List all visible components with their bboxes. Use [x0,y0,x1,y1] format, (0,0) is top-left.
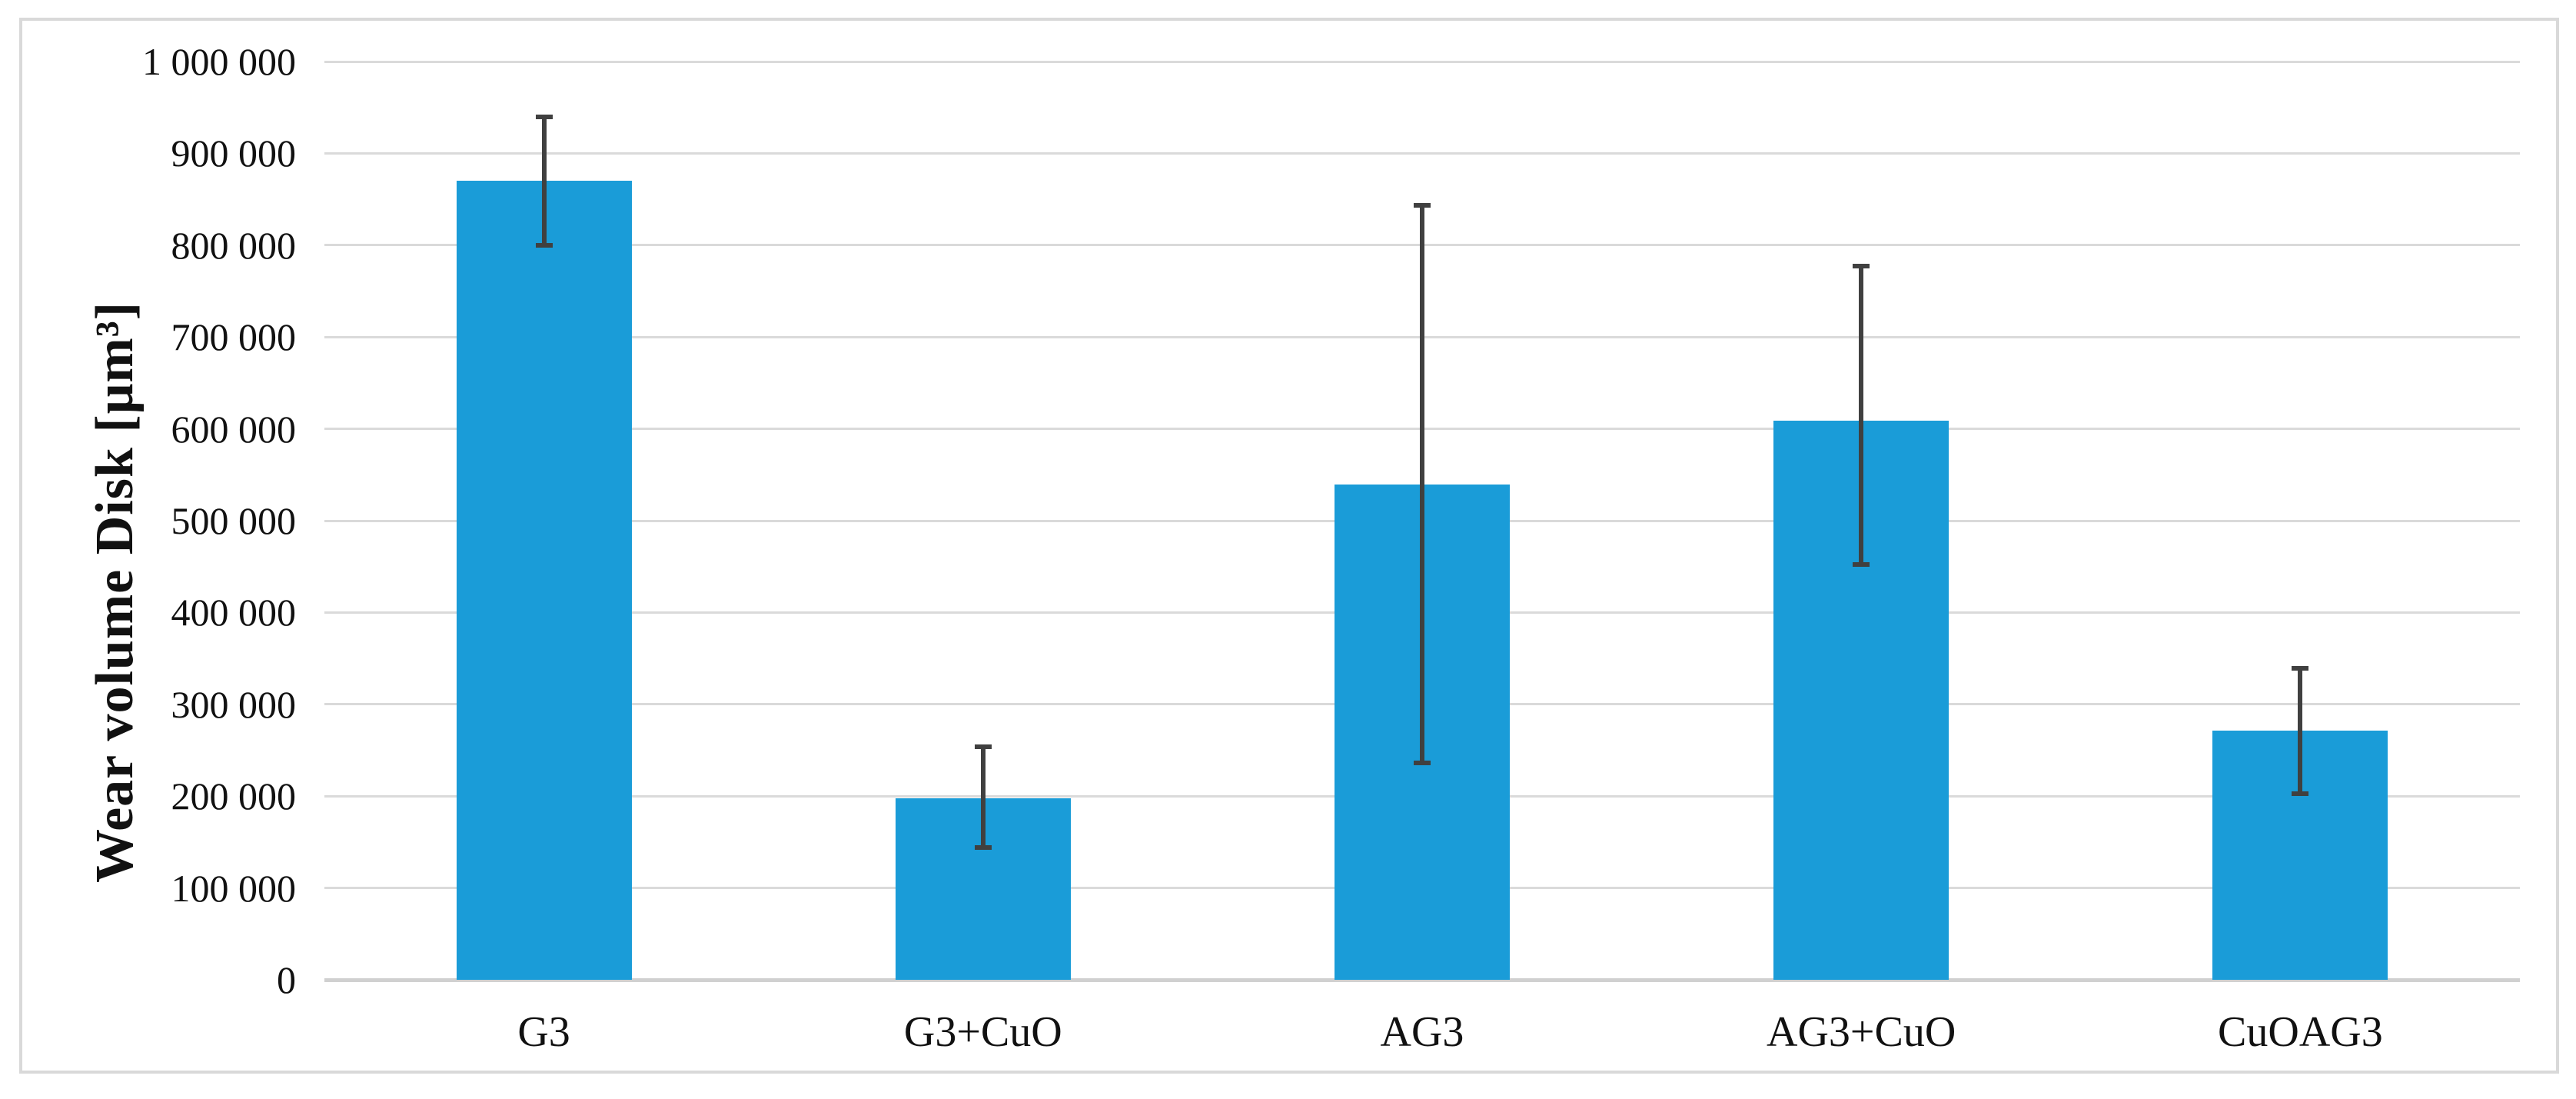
error-bar-cap-top [2292,666,2309,671]
error-bar-cap-top [535,114,553,119]
y-tick-label: 400 000 [171,591,297,634]
bar-G3 [456,181,632,980]
error-bar-cap-bottom [2292,791,2309,796]
error-bar-cap-top [1414,203,1431,208]
error-bar-stem [1420,205,1424,764]
y-tick-label: 0 [277,958,296,1001]
x-category-label: G3+CuO [903,1008,1062,1056]
y-tick-label: 900 000 [171,132,297,175]
gridline [324,60,2520,63]
x-category-label: G3 [517,1008,570,1056]
y-tick-label: 500 000 [171,499,297,542]
x-category-label: AG3 [1380,1008,1464,1056]
error-bar-cap-bottom [1414,761,1431,766]
y-tick-label: 100 000 [171,866,297,910]
error-bar-cap-top [974,744,992,749]
y-tick-label: 200 000 [171,774,297,818]
error-bar-stem [2298,668,2303,794]
y-tick-label: 300 000 [171,682,297,726]
x-category-label: CuOAG3 [2218,1008,2383,1056]
error-bar-stem [980,746,986,848]
y-tick-label: 800 000 [171,223,297,267]
gridline [324,152,2520,155]
error-bar-cap-bottom [974,845,992,851]
y-tick-label: 1 000 000 [142,40,296,83]
figure-border [19,18,2559,1074]
x-axis-line [324,977,2520,982]
error-bar-stem [541,116,547,245]
error-bar-cap-bottom [1853,562,1870,568]
y-tick-label: 700 000 [171,315,297,359]
error-bar-cap-top [1853,264,1870,269]
y-tick-label: 600 000 [171,407,297,451]
error-bar-stem [1859,266,1864,565]
x-category-label: AG3+CuO [1767,1008,1956,1056]
error-bar-cap-bottom [535,242,553,248]
